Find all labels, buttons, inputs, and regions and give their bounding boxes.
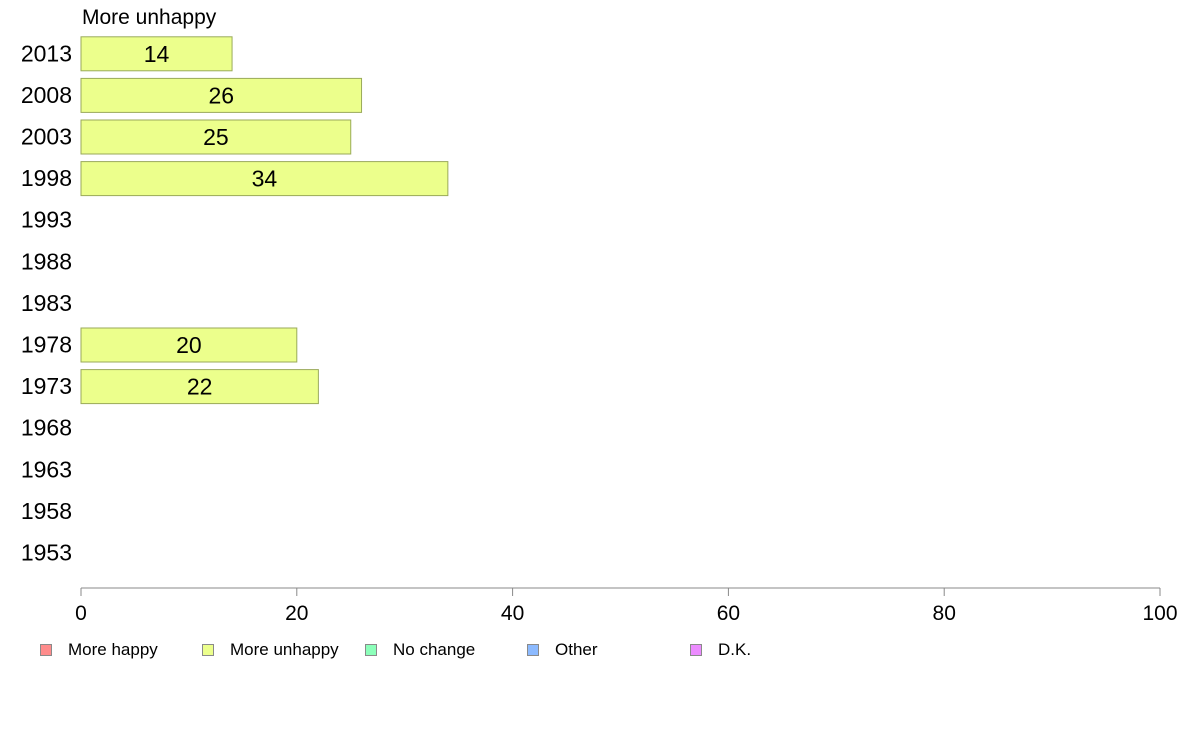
legend-item: D.K.	[690, 640, 751, 660]
legend-label: No change	[393, 640, 476, 659]
x-tick-label: 0	[75, 602, 87, 625]
x-tick-label: 20	[285, 602, 308, 625]
category-label: 1983	[21, 290, 72, 316]
bar	[80, 77, 363, 113]
legend-swatch	[527, 644, 539, 656]
bar	[80, 36, 233, 72]
category-label: 2013	[21, 40, 72, 66]
category-label: 2003	[21, 124, 72, 150]
legend-label: D.K.	[718, 640, 752, 659]
data-label: 34	[252, 166, 278, 192]
category-label: 2008	[21, 82, 72, 108]
x-tick-label: 100	[1142, 602, 1177, 625]
legend-swatch	[690, 644, 702, 656]
bar	[80, 161, 449, 197]
category-label: 1988	[21, 248, 72, 274]
legend-swatch	[40, 644, 52, 656]
category-label: 1978	[21, 332, 72, 358]
data-label: 14	[144, 41, 170, 67]
legend-swatch	[365, 644, 377, 656]
category-label: 1958	[21, 498, 72, 524]
x-tick-label: 60	[717, 602, 740, 625]
category-label: 1963	[21, 456, 72, 482]
legend-item: More unhappy	[202, 640, 339, 660]
x-tick-label: 80	[933, 602, 956, 625]
category-label: 1953	[21, 540, 72, 566]
x-tick-label: 40	[501, 602, 524, 625]
legend-item: Other	[527, 640, 598, 660]
data-label: 22	[187, 374, 213, 400]
legend-label: More happy	[68, 640, 158, 659]
category-label: 1968	[21, 415, 72, 441]
legend-label: Other	[555, 640, 598, 659]
panel-title: More unhappy	[82, 6, 217, 29]
category-label: 1993	[21, 207, 72, 233]
category-label: 1973	[21, 373, 72, 399]
data-label: 26	[208, 82, 234, 108]
chart-legend: More happy More unhappy No change Other D.K.	[0, 640, 1188, 664]
data-label: 20	[176, 332, 202, 358]
data-label: 25	[203, 124, 229, 150]
legend-item: More happy	[40, 640, 158, 660]
category-label: 1998	[21, 165, 72, 191]
legend-swatch	[202, 644, 214, 656]
bar	[80, 369, 319, 405]
legend-label: More unhappy	[230, 640, 339, 659]
bar	[80, 119, 352, 155]
bar	[80, 327, 298, 363]
legend-item: No change	[365, 640, 475, 660]
